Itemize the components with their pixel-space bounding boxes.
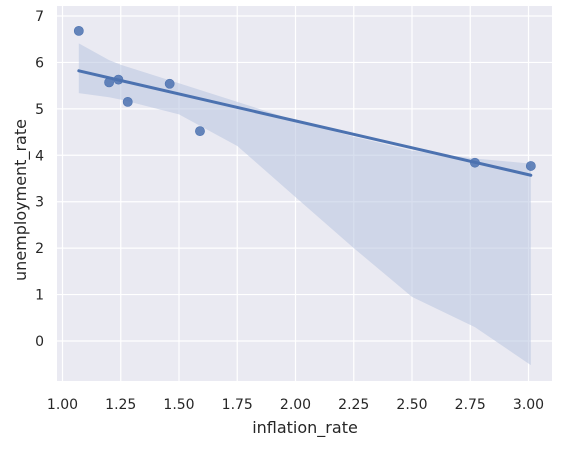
x-tick-label: 1.50: [163, 397, 194, 413]
data-point: [195, 126, 205, 137]
x-tick-label: 2.00: [280, 397, 311, 413]
data-points: [73, 25, 536, 171]
y-tick-label: 6: [35, 55, 44, 71]
data-point: [525, 161, 536, 171]
confidence-band-layer: [78, 43, 531, 366]
data-point: [122, 96, 133, 107]
data-point: [470, 157, 480, 168]
y-tick-label: 2: [35, 241, 44, 257]
confidence-band: [78, 43, 531, 366]
data-point: [164, 78, 175, 89]
y-tick-label: 3: [35, 195, 44, 211]
y-tick-label: 4: [35, 148, 44, 164]
x-axis-label: inflation_rate: [252, 418, 358, 438]
x-axis-ticks: 1.00 1.25 1.50 1.75 2.00 2.25 2.50 2.75 3.00: [47, 397, 544, 413]
regression-line: [77, 69, 533, 177]
data-point: [73, 25, 84, 36]
x-tick-label: 2.50: [396, 397, 427, 413]
x-tick-label: 1.00: [47, 397, 78, 413]
x-tick-label: 1.75: [222, 397, 253, 413]
y-tick-label: 7: [35, 9, 44, 25]
y-axis-label: unemployment_rate: [11, 119, 31, 281]
x-tick-label: 1.25: [105, 397, 136, 413]
y-axis-ticks: 0 1 2 3 4 5 6 7: [35, 9, 44, 350]
data-point: [113, 74, 124, 85]
x-tick-label: 2.25: [338, 397, 369, 413]
y-tick-label: 5: [35, 102, 44, 118]
x-tick-label: 3.00: [513, 397, 544, 413]
data-point: [104, 77, 114, 88]
y-tick-label: 0: [35, 334, 44, 350]
x-tick-label: 2.75: [455, 397, 486, 413]
regression-line-layer: [77, 69, 533, 177]
y-tick-label: 1: [35, 288, 44, 304]
